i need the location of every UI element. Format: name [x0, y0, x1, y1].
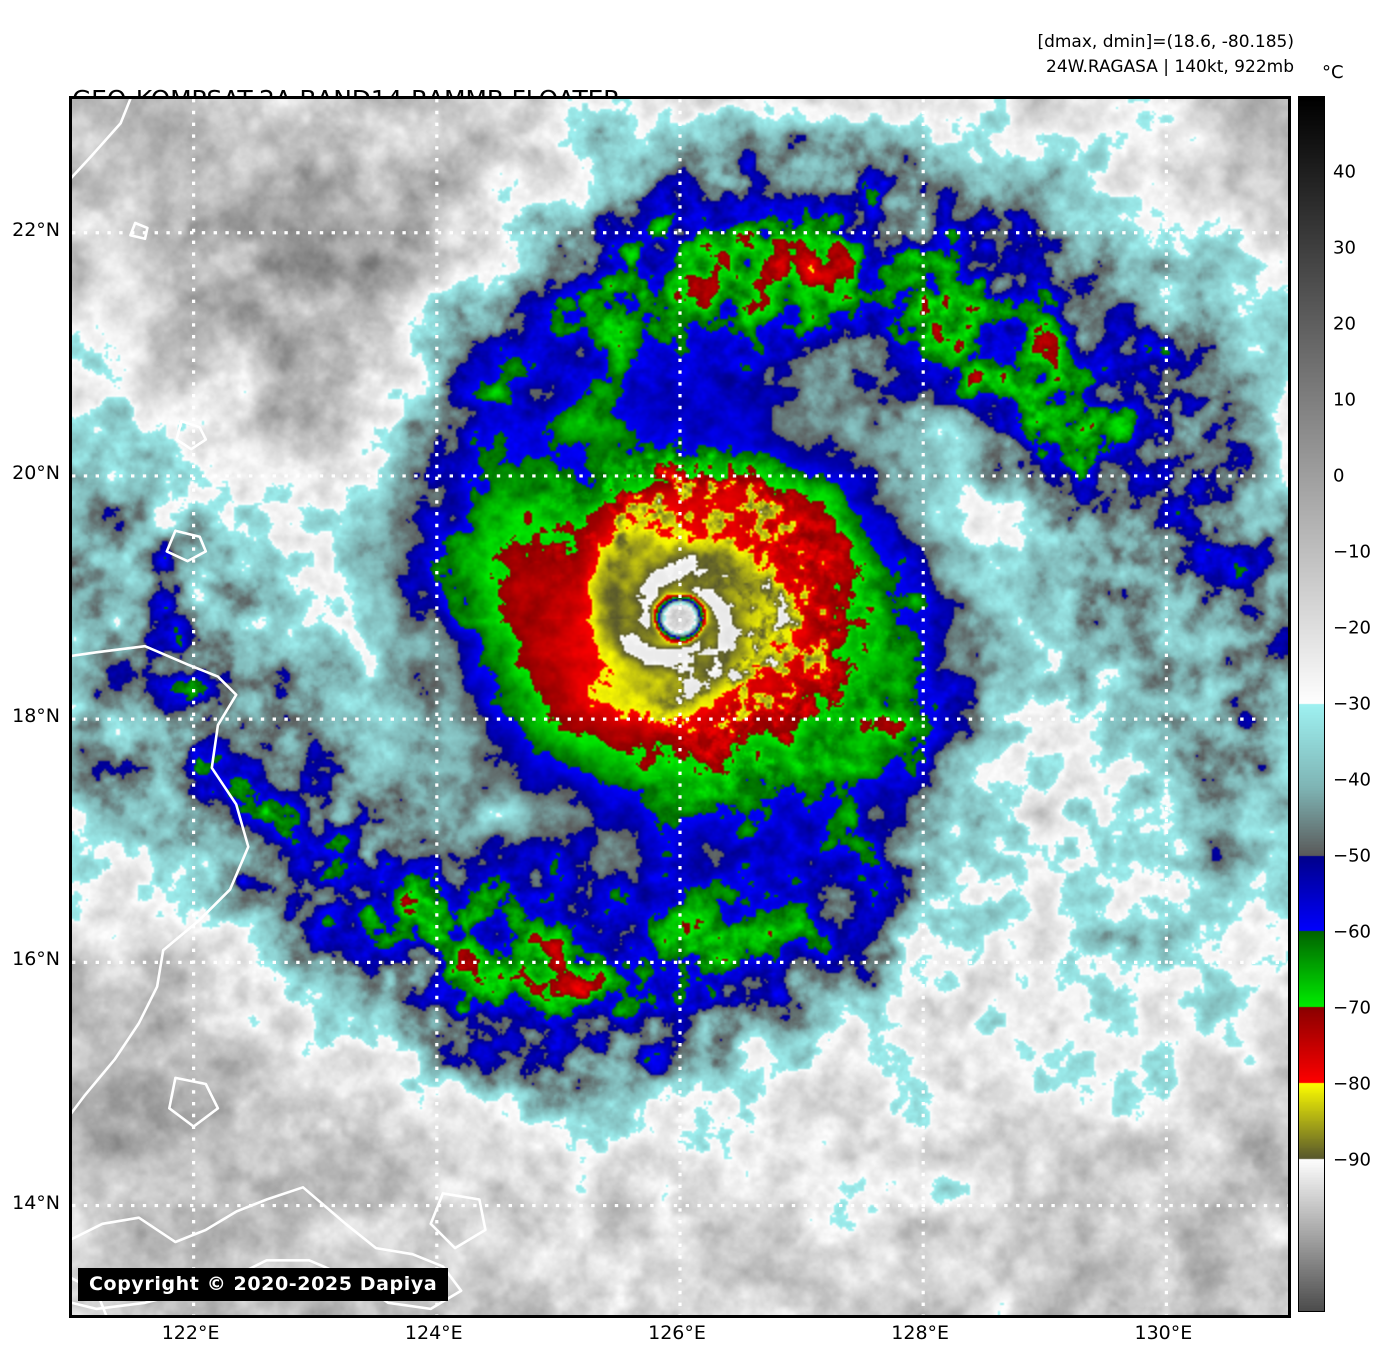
storm-info-label: 24W.RAGASA | 140kt, 922mb [1046, 57, 1294, 77]
temperature-colorbar[interactable] [1298, 96, 1325, 1312]
longitude-tick-130: 130°E [1134, 1322, 1193, 1344]
colorbar-tick--80: −80 [1333, 1073, 1371, 1095]
longitude-tick-124: 124°E [404, 1322, 463, 1344]
colorbar-tick--20: −20 [1333, 617, 1371, 639]
latitude-tick-22: 22°N [12, 218, 60, 241]
latitude-tick-18: 18°N [12, 705, 60, 728]
colorbar-tick-30: 30 [1333, 237, 1356, 259]
colorbar-unit-label: °C [1322, 62, 1344, 83]
longitude-tick-126: 126°E [648, 1322, 706, 1344]
colorbar-tick-0: 0 [1333, 465, 1345, 487]
colorbar-gradient [1299, 97, 1324, 1311]
colorbar-tick--50: −50 [1333, 845, 1371, 867]
latitude-tick-20: 20°N [12, 461, 60, 484]
colorbar-tick-20: 20 [1333, 313, 1356, 335]
data-range-label: [dmax, dmin]=(18.6, -80.185) [1037, 32, 1294, 52]
infrared-satellite-imagery [72, 99, 1288, 1315]
satellite-image-panel[interactable]: Copyright © 2020-2025 Dapiya [69, 96, 1291, 1318]
longitude-tick-128: 128°E [891, 1322, 950, 1344]
colorbar-tick--30: −30 [1333, 693, 1371, 715]
latitude-tick-14: 14°N [12, 1191, 60, 1214]
longitude-tick-122: 122°E [161, 1322, 220, 1344]
latitude-tick-16: 16°N [12, 948, 60, 971]
colorbar-tick--90: −90 [1333, 1149, 1371, 1171]
metadata-block: [dmax, dmin]=(18.6, -80.185) 24W.RAGASA … [1037, 30, 1294, 80]
colorbar-tick-40: 40 [1333, 161, 1356, 183]
colorbar-tick--10: −10 [1333, 541, 1371, 563]
colorbar-tick--70: −70 [1333, 997, 1371, 1019]
colorbar-tick--60: −60 [1333, 921, 1371, 943]
copyright-watermark: Copyright © 2020-2025 Dapiya [78, 1268, 449, 1301]
colorbar-tick-10: 10 [1333, 389, 1356, 411]
colorbar-tick--40: −40 [1333, 769, 1371, 791]
